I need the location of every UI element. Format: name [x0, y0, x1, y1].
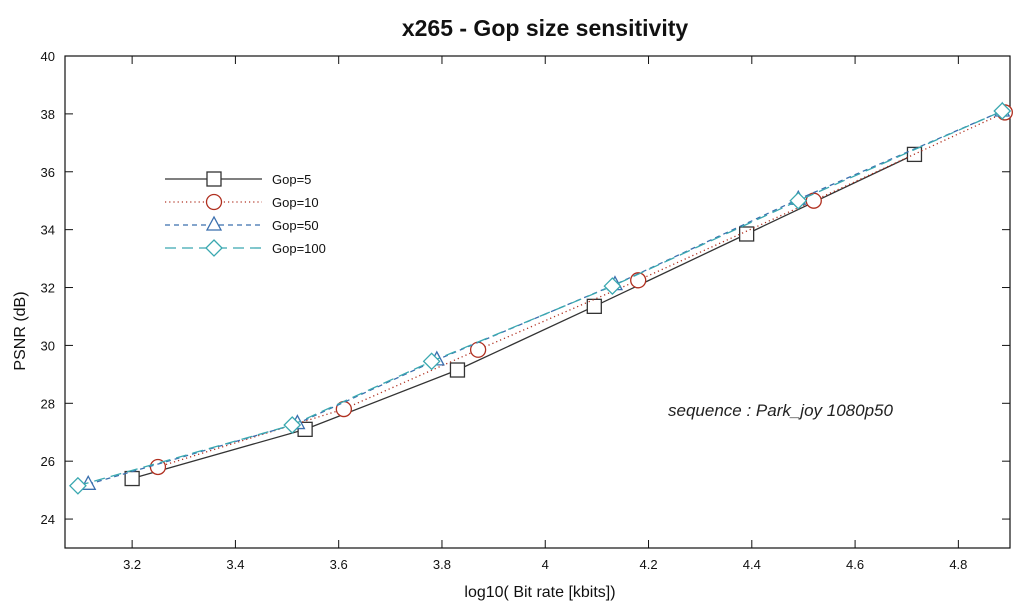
x-axis-label: log10( Bit rate [kbits])	[464, 584, 615, 601]
y-tick-label: 34	[41, 223, 55, 238]
y-tick-label: 38	[41, 107, 55, 122]
data-point-diamond	[283, 416, 302, 434]
plot-area: 3.2 3.4 3.6 3.8 4 4.2 4.4 4.6 4.8 24 26 28 30 32 34 36…	[41, 49, 1013, 572]
x-axis-ticks: 3.2 3.4 3.6 3.8 4 4.2 4.4 4.6 4.8	[123, 56, 967, 572]
plot-frame	[64, 55, 1011, 549]
data-point-square	[586, 298, 602, 314]
legend-marker-circle	[205, 193, 223, 211]
y-axis-label: PSNR (dB)	[12, 291, 29, 370]
y-tick-label: 26	[41, 454, 55, 469]
data-point-circle	[630, 272, 647, 289]
legend-label: Gop=50	[272, 218, 319, 233]
x-tick-label: 4.6	[846, 557, 864, 572]
y-tick-label: 24	[41, 512, 55, 527]
x-tick-label: 4.2	[639, 557, 657, 572]
series-line	[157, 111, 1006, 468]
legend-label: Gop=5	[272, 172, 311, 187]
data-point-diamond	[789, 191, 808, 210]
sequence-annotation: sequence : Park_joy 1080p50	[668, 401, 893, 420]
series-line	[77, 110, 1003, 487]
y-tick-label: 28	[41, 396, 55, 411]
legend-item: Gop=5	[165, 171, 311, 187]
legend: Gop=5 Gop=10 Gop=50 Gop=100	[165, 171, 326, 257]
legend-label: Gop=10	[272, 195, 319, 210]
y-tick-label: 30	[41, 338, 55, 353]
data-point-square	[738, 226, 755, 242]
y-axis-ticks: 24 26 28 30 32 34 36 38 40	[41, 49, 1010, 527]
x-tick-label: 3.8	[433, 557, 451, 572]
series-gop-5	[124, 146, 923, 487]
legend-marker-square	[206, 171, 222, 187]
series-line	[88, 110, 1003, 485]
data-point-diamond	[422, 352, 441, 371]
data-point-diamond	[993, 102, 1012, 120]
series-layer	[68, 101, 1013, 495]
series-line	[131, 153, 915, 480]
x-tick-label: 4.4	[743, 557, 761, 572]
x-tick-label: 4	[542, 557, 549, 572]
legend-item: Gop=50	[165, 215, 319, 233]
data-point-diamond	[603, 277, 622, 296]
x-tick-label: 4.8	[949, 557, 967, 572]
data-point-circle	[469, 341, 487, 358]
legend-item: Gop=10	[165, 193, 319, 211]
y-tick-label: 36	[41, 165, 55, 180]
x-tick-label: 3.4	[226, 557, 244, 572]
x-tick-label: 3.6	[330, 557, 348, 572]
series-gop-50	[80, 101, 1011, 490]
legend-item: Gop=100	[165, 239, 326, 257]
x-tick-label: 3.2	[123, 557, 141, 572]
legend-marker-diamond	[205, 239, 223, 257]
y-tick-label: 32	[41, 281, 55, 296]
data-point-square	[449, 362, 466, 378]
series-gop-100	[68, 102, 1012, 495]
y-tick-label: 40	[41, 49, 55, 64]
data-point-diamond	[68, 476, 87, 495]
chart-title: x265 - Gop size sensitivity	[402, 15, 689, 41]
legend-label: Gop=100	[272, 241, 326, 256]
legend-marker-triangle	[205, 215, 223, 231]
